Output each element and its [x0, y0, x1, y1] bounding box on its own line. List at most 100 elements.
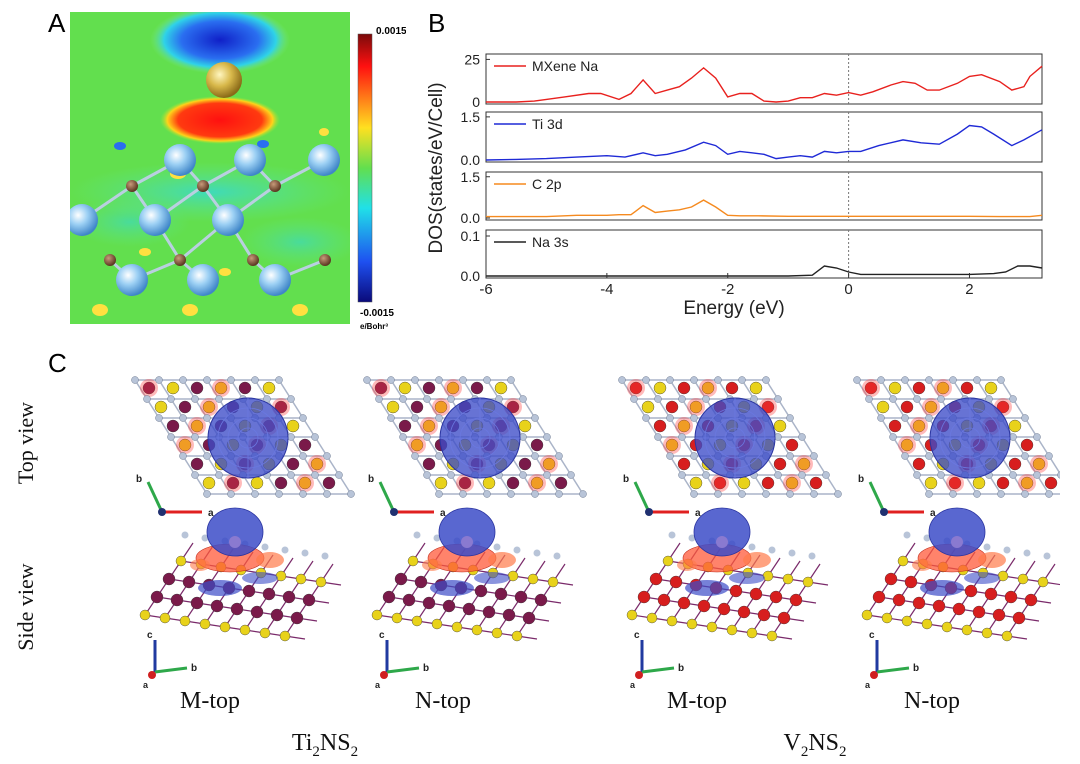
n-atom [155, 414, 163, 422]
n-atom [203, 376, 211, 384]
s-atom [262, 381, 276, 395]
s-atom [511, 630, 523, 642]
metal-atom [262, 587, 276, 601]
metal-atom [522, 611, 536, 625]
s-atom [422, 419, 436, 433]
n-atom [937, 471, 945, 479]
n-atom [555, 490, 563, 498]
n-atom [579, 490, 587, 498]
x-tick-label: -6 [479, 281, 492, 298]
s-atom [665, 438, 679, 452]
n-atom [287, 471, 295, 479]
metal-atom [242, 584, 256, 598]
c-axis-label: c [379, 630, 385, 641]
s-atom [689, 400, 703, 414]
b-axis-arrow [146, 481, 164, 513]
metal-atom [892, 593, 906, 607]
charge-accumulation [699, 379, 717, 397]
x-tick-label: 0 [844, 281, 852, 298]
a-axis-label: a [930, 508, 936, 519]
metal-atom [414, 575, 428, 589]
n-atom [227, 490, 235, 498]
n-atom [654, 433, 662, 441]
metal-atom [282, 590, 296, 604]
n-atom [251, 376, 259, 384]
n-atom [786, 452, 794, 460]
s-atom [782, 573, 794, 585]
s-atom [507, 570, 519, 582]
metal-atom [518, 457, 532, 471]
metal-atom [238, 381, 252, 395]
s-atom [924, 400, 938, 414]
n-atom [1009, 471, 1017, 479]
charge-accumulation [540, 455, 558, 473]
metal-atom [394, 572, 408, 586]
s-atom [1020, 476, 1034, 490]
n-atom [618, 376, 626, 384]
metal-atom [984, 587, 998, 601]
metal-atom [398, 419, 412, 433]
n-atom [227, 376, 235, 384]
n-atom [690, 452, 698, 460]
s-atom [726, 624, 738, 636]
series-line-3 [486, 199, 1043, 218]
n-atom [203, 490, 211, 498]
metal-atom [665, 400, 679, 414]
metal-atom [629, 381, 643, 395]
n-atom [997, 490, 1005, 498]
n-atom [949, 490, 957, 498]
series-line-1 [486, 65, 1043, 103]
depletion-lobe [242, 572, 278, 584]
n-atom [507, 376, 515, 384]
charge-accumulation [444, 379, 462, 397]
b-axis-arrow [876, 666, 910, 674]
charge-accumulation [1018, 474, 1036, 492]
accumulation-lobe [912, 559, 932, 571]
n-atom [363, 376, 371, 384]
metal-atom [150, 590, 164, 604]
n-atom [889, 433, 897, 441]
charge-accumulation [372, 379, 390, 397]
n-atom [191, 395, 199, 403]
formula-sub: 2 [312, 743, 320, 760]
n-atom [553, 552, 561, 560]
s-atom [431, 618, 443, 630]
n-atom [1033, 471, 1041, 479]
metal-atom [506, 476, 520, 490]
metal-atom [972, 605, 986, 619]
n-atom [901, 452, 909, 460]
a-axis-dot [635, 671, 643, 679]
metal-atom [190, 596, 204, 610]
n-atom [973, 376, 981, 384]
n-atom [925, 452, 933, 460]
n-atom [143, 395, 151, 403]
n-atom [399, 433, 407, 441]
s-atom [298, 476, 312, 490]
n-atom [483, 490, 491, 498]
top-view: ab [131, 376, 355, 519]
a-axis-dot [380, 671, 388, 679]
s-atom [689, 476, 703, 490]
n-atom [901, 414, 909, 422]
n-atom [786, 490, 794, 498]
n-atom [1009, 433, 1017, 441]
formula-mid: NS [808, 730, 840, 756]
site-label-1: M-top [180, 688, 240, 714]
n-atom [513, 546, 521, 554]
metal-atom [210, 599, 224, 613]
n-atom [1009, 395, 1017, 403]
n-atom [423, 471, 431, 479]
metal-atom [769, 590, 783, 604]
s-atom [239, 624, 251, 636]
s-atom [646, 612, 658, 624]
metal-atom [785, 438, 799, 452]
metal-atom [900, 400, 914, 414]
n-atom [435, 414, 443, 422]
s-atom [997, 570, 1009, 582]
metal-atom [298, 438, 312, 452]
n-atom [387, 376, 395, 384]
metal-atom [170, 593, 184, 607]
metal-atom [912, 381, 926, 395]
metal-atom [1024, 593, 1038, 607]
